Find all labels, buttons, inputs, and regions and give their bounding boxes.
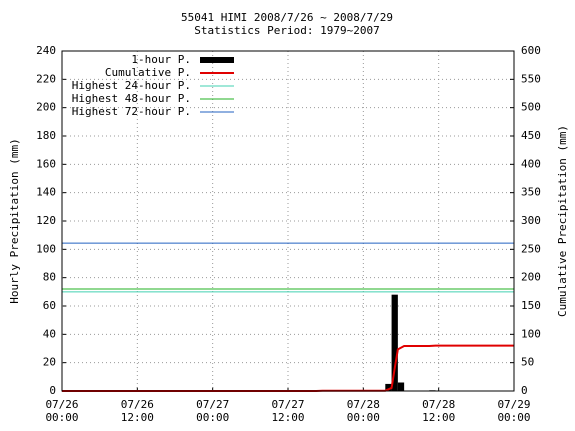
y-axis-title: Hourly Precipitation (mm) [8, 138, 21, 304]
legend-label: Highest 24-hour P. [72, 79, 191, 92]
y2-tick-label: 600 [521, 44, 541, 57]
y2-tick-label: 500 [521, 101, 541, 114]
y-tick-label: 60 [43, 299, 56, 312]
y2-tick-label: 250 [521, 242, 541, 255]
y2-tick-label: 300 [521, 214, 541, 227]
x-tick-label: 07/26 [45, 398, 78, 411]
y2-tick-label: 50 [521, 356, 534, 369]
y-tick-label: 80 [43, 271, 56, 284]
y-tick-label: 120 [36, 214, 56, 227]
x-tick-label: 00:00 [196, 411, 229, 424]
legend-swatch [200, 57, 234, 63]
y-tick-label: 100 [36, 242, 56, 255]
legend-label: Cumulative P. [105, 66, 191, 79]
y-tick-label: 40 [43, 327, 56, 340]
bar [397, 382, 405, 391]
y-tick-label: 200 [36, 101, 56, 114]
x-tick-label: 00:00 [497, 411, 530, 424]
y-tick-label: 140 [36, 186, 56, 199]
x-tick-label: 12:00 [422, 411, 455, 424]
y2-tick-label: 400 [521, 157, 541, 170]
x-tick-label: 07/28 [422, 398, 455, 411]
x-tick-label: 07/27 [271, 398, 304, 411]
x-tick-label: 07/26 [121, 398, 154, 411]
legend-label: 1-hour P. [131, 53, 191, 66]
y-tick-label: 0 [49, 384, 56, 397]
y2-axis-title: Cumulative Precipitation (mm) [556, 125, 569, 317]
x-tick-label: 07/29 [497, 398, 530, 411]
y-tick-label: 20 [43, 356, 56, 369]
bar [385, 383, 392, 391]
bar [391, 294, 398, 391]
y-tick-label: 160 [36, 157, 56, 170]
y-tick-label: 240 [36, 44, 56, 57]
y-tick-label: 220 [36, 72, 56, 85]
y2-tick-label: 450 [521, 129, 541, 142]
chart-title: 55041 HIMI 2008/7/26 ~ 2008/7/29 [181, 11, 393, 24]
legend-label: Highest 72-hour P. [72, 105, 191, 118]
y2-tick-label: 100 [521, 327, 541, 340]
y2-tick-label: 550 [521, 72, 541, 85]
x-tick-label: 12:00 [271, 411, 304, 424]
x-tick-label: 07/28 [347, 398, 380, 411]
x-tick-label: 00:00 [347, 411, 380, 424]
plot-frame [61, 50, 515, 392]
chart-subtitle: Statistics Period: 1979~2007 [194, 24, 379, 37]
line [62, 344, 514, 392]
y2-tick-label: 350 [521, 186, 541, 199]
y2-tick-label: 150 [521, 299, 541, 312]
y2-tick-label: 200 [521, 271, 541, 284]
y-tick-label: 180 [36, 129, 56, 142]
x-tick-label: 12:00 [121, 411, 154, 424]
legend-label: Highest 48-hour P. [72, 92, 191, 105]
y2-tick-label: 0 [521, 384, 528, 397]
x-tick-label: 00:00 [45, 411, 78, 424]
x-tick-label: 07/27 [196, 398, 229, 411]
